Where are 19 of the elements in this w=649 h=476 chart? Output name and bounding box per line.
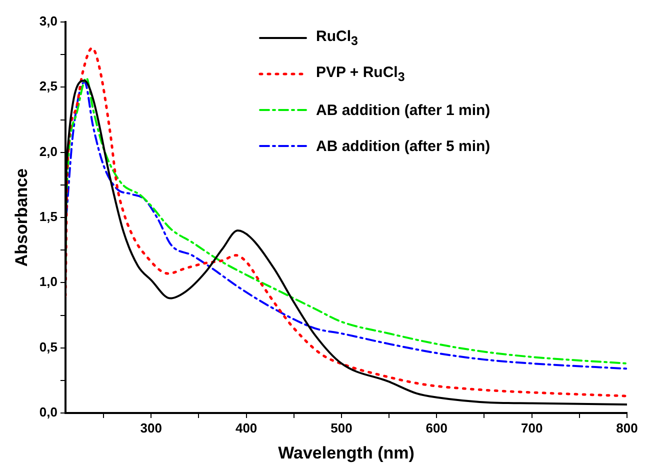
x-tick-label: 400 <box>235 420 258 436</box>
legend-label: AB addition (after 1 min) <box>316 102 490 118</box>
x-tick-label: 600 <box>426 420 448 436</box>
y-axis-title: Absorbance <box>12 168 31 267</box>
legend-label: AB addition (after 5 min) <box>316 138 490 154</box>
x-tick-label: 500 <box>330 420 352 436</box>
y-tick-label: 1,0 <box>39 274 58 290</box>
legend-label: RuCl$_{3}$ <box>316 28 358 48</box>
y-tick-label: 0,5 <box>39 339 58 354</box>
x-tick-label: 300 <box>140 420 162 436</box>
x-tick-label: 700 <box>520 420 543 436</box>
x-tick-label: 800 <box>616 420 638 436</box>
x-axis-title: Wavelength (nm) <box>278 443 414 462</box>
y-tick-label: 0,0 <box>39 404 58 420</box>
legend-label: PVP + RuCl$_{3}$ <box>316 64 405 84</box>
y-tick-label: 2,5 <box>39 78 58 94</box>
y-tick-label: 1,5 <box>39 209 58 224</box>
y-tick-label: 2,0 <box>39 144 58 159</box>
y-tick-label: 3,0 <box>39 14 58 29</box>
